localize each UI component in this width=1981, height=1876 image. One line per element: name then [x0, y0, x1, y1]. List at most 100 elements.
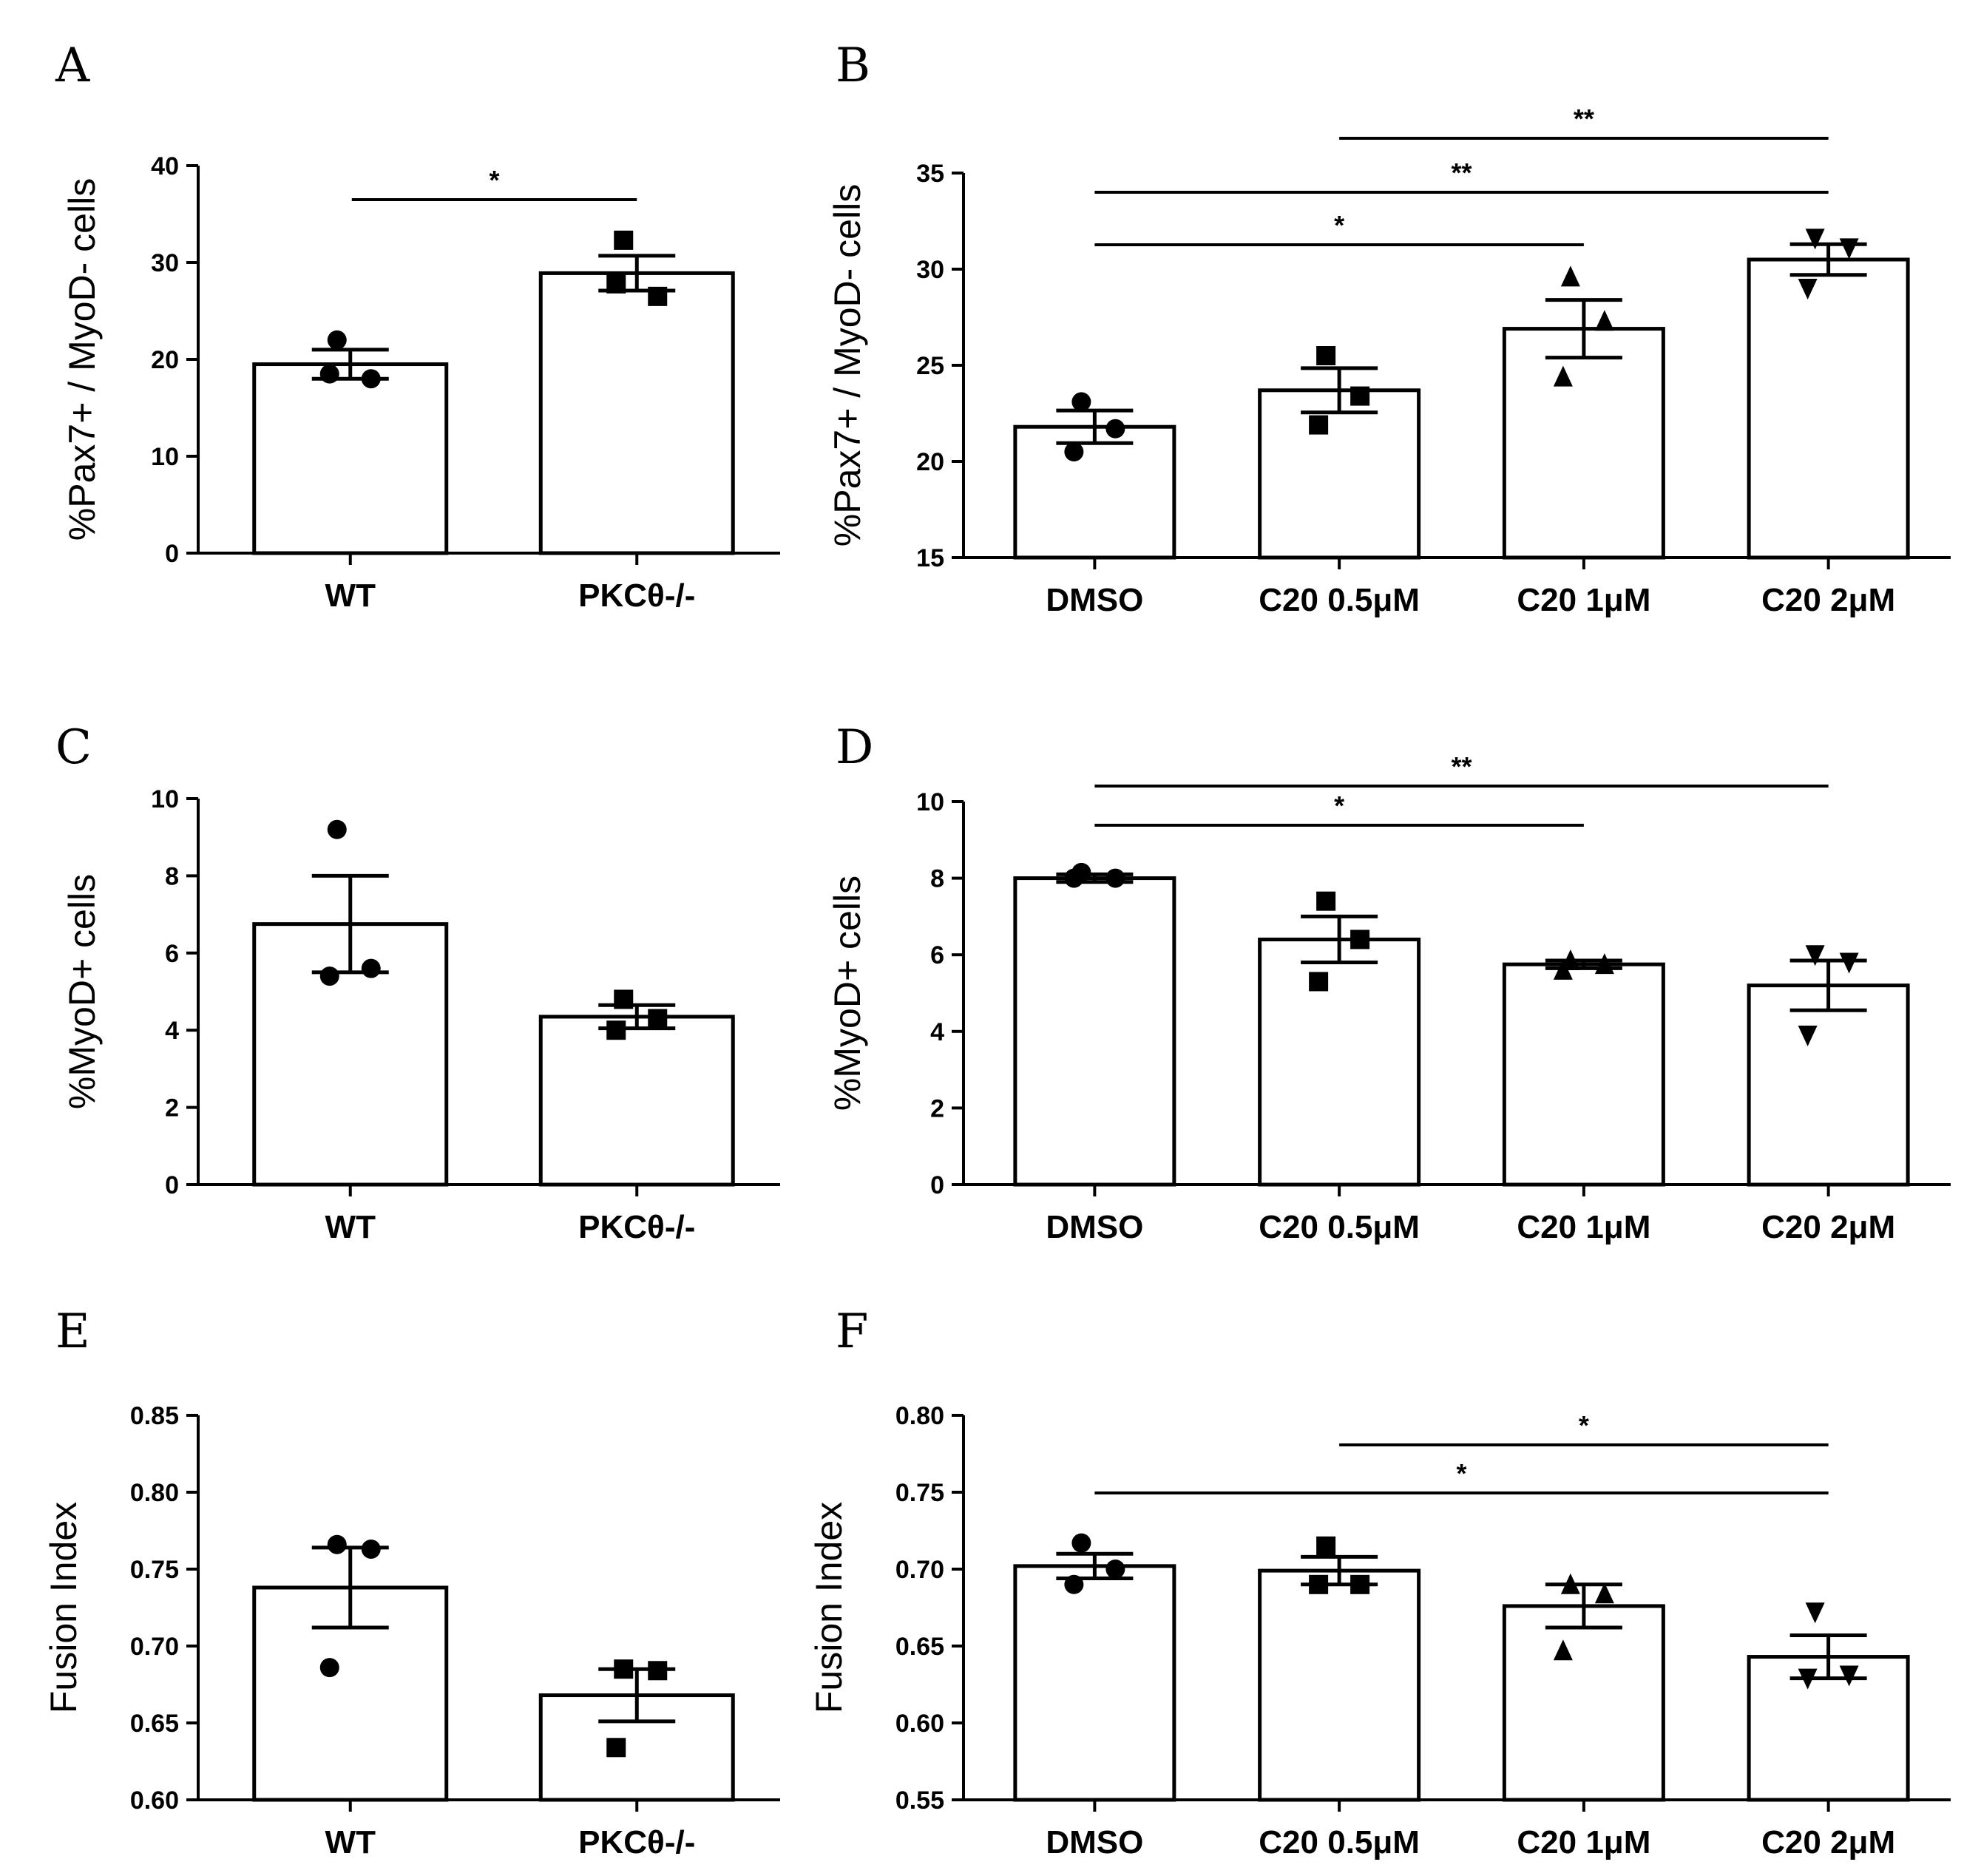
panel-a: A 0 10 20 30 40 %Pax7+ / MyoD- cells WT PKCθ-/- * [55, 38, 780, 614]
panel-f-letter: F [836, 1304, 868, 1359]
y-tick-label: 4 [930, 1018, 944, 1046]
bar [538, 271, 735, 555]
category-label: DMSO [1046, 1209, 1143, 1245]
data-point [1560, 265, 1580, 287]
data-point [319, 966, 339, 986]
data-point [1805, 945, 1825, 966]
data-point [319, 364, 339, 384]
category-label: C20 2μM [1761, 1824, 1895, 1860]
bar [1258, 1568, 1421, 1802]
y-tick-label: 35 [916, 160, 944, 188]
y-tick-label: 0.70 [895, 1556, 944, 1584]
data-point [606, 1020, 626, 1040]
data-point [1105, 419, 1125, 438]
data-point [648, 286, 668, 306]
data-point [606, 274, 626, 294]
significance-label: * [1456, 1458, 1466, 1489]
category-label: DMSO [1046, 1824, 1143, 1860]
y-axis-title: %Pax7+ / MyoD- cells [827, 184, 868, 546]
data-point [1309, 1574, 1329, 1594]
bar [1747, 983, 1910, 1187]
bar [1258, 388, 1421, 560]
data-point [1316, 891, 1336, 911]
bar [1502, 327, 1665, 560]
data-point [1805, 1602, 1825, 1624]
data-point [614, 230, 634, 250]
y-tick-label: 20 [916, 448, 944, 476]
y-tick-label: 0 [165, 540, 179, 568]
data-point [1798, 279, 1818, 299]
category-label: C20 0.5μM [1259, 582, 1420, 618]
y-tick-label: 8 [930, 865, 944, 893]
y-tick-label: 0 [165, 1171, 179, 1199]
data-point [1071, 1533, 1091, 1553]
data-point [606, 1738, 626, 1758]
y-tick-label: 0.85 [130, 1402, 179, 1430]
y-tick-label: 2 [930, 1094, 944, 1122]
panel-e: E 0.60 0.65 0.70 0.75 0.80 0.85 Fusion Index WT P… [43, 1304, 780, 1860]
data-point [1839, 238, 1859, 260]
data-point [1798, 1668, 1818, 1690]
significance-label: * [1334, 210, 1344, 240]
panel-d: D 0 2 4 6 8 10 %MyoD+ cells DMSO C20 0.5μM C20 1μM… [827, 720, 1951, 1245]
data-point [1350, 929, 1370, 949]
bar [1747, 257, 1910, 560]
y-axis-title: Fusion Index [43, 1502, 84, 1713]
panel-a-letter: A [55, 38, 90, 93]
y-tick-label: 0.65 [130, 1710, 179, 1738]
data-point [1805, 228, 1825, 250]
y-tick-label: 30 [151, 249, 179, 277]
significance-label: ** [1451, 751, 1472, 782]
data-point [1309, 415, 1329, 435]
y-tick-label: 0 [930, 1171, 944, 1199]
panel-c-letter: C [55, 720, 92, 775]
data-point [1316, 346, 1336, 365]
y-tick-label: 4 [165, 1017, 179, 1045]
y-tick-label: 0.60 [130, 1787, 179, 1815]
category-label: C20 0.5μM [1259, 1209, 1420, 1245]
category-label: PKCθ-/- [578, 1209, 695, 1245]
category-label: WT [325, 578, 376, 614]
data-point [1839, 1665, 1859, 1687]
category-label: C20 1μM [1517, 1209, 1650, 1245]
category-label: C20 1μM [1517, 1824, 1650, 1860]
data-point [1064, 442, 1084, 461]
data-point [1553, 958, 1573, 980]
category-label: C20 1μM [1517, 582, 1650, 618]
data-point [1798, 1025, 1818, 1046]
data-point [1839, 952, 1859, 974]
data-point [1553, 365, 1573, 387]
y-tick-label: 8 [165, 862, 179, 890]
bar [1502, 1604, 1665, 1802]
data-point [1071, 392, 1091, 412]
data-point [1064, 1574, 1084, 1594]
panel-c: C 0 2 4 6 8 10 %MyoD+ cells WT PKCθ-/- [55, 720, 780, 1245]
data-point [648, 1661, 668, 1681]
category-label: PKCθ-/- [578, 578, 695, 614]
data-point [361, 1539, 381, 1559]
panel-f: F 0.55 0.60 0.65 0.70 0.75 0.80 Fusion Index DMS… [808, 1304, 1951, 1860]
data-point [327, 330, 347, 350]
data-point [1350, 1574, 1370, 1594]
data-point [1316, 1536, 1336, 1556]
data-point [1105, 868, 1125, 888]
panel-d-letter: D [836, 720, 873, 775]
data-point [361, 369, 381, 389]
y-tick-label: 25 [916, 352, 944, 380]
data-point [648, 1009, 668, 1029]
y-tick-label: 20 [151, 346, 179, 374]
y-tick-label: 2 [165, 1094, 179, 1122]
y-tick-label: 0.65 [895, 1633, 944, 1661]
y-axis-title: %Pax7+ / MyoD- cells [61, 178, 103, 541]
data-point [1105, 1560, 1125, 1579]
bar [1502, 962, 1665, 1187]
y-tick-label: 0.80 [130, 1479, 179, 1507]
significance-label: ** [1574, 104, 1594, 134]
data-point [319, 1658, 339, 1678]
y-tick-label: 0.55 [895, 1787, 944, 1815]
data-point [614, 1659, 634, 1679]
y-axis-title: Fusion Index [808, 1502, 850, 1713]
data-point [614, 989, 634, 1009]
y-tick-label: 0.70 [130, 1633, 179, 1661]
